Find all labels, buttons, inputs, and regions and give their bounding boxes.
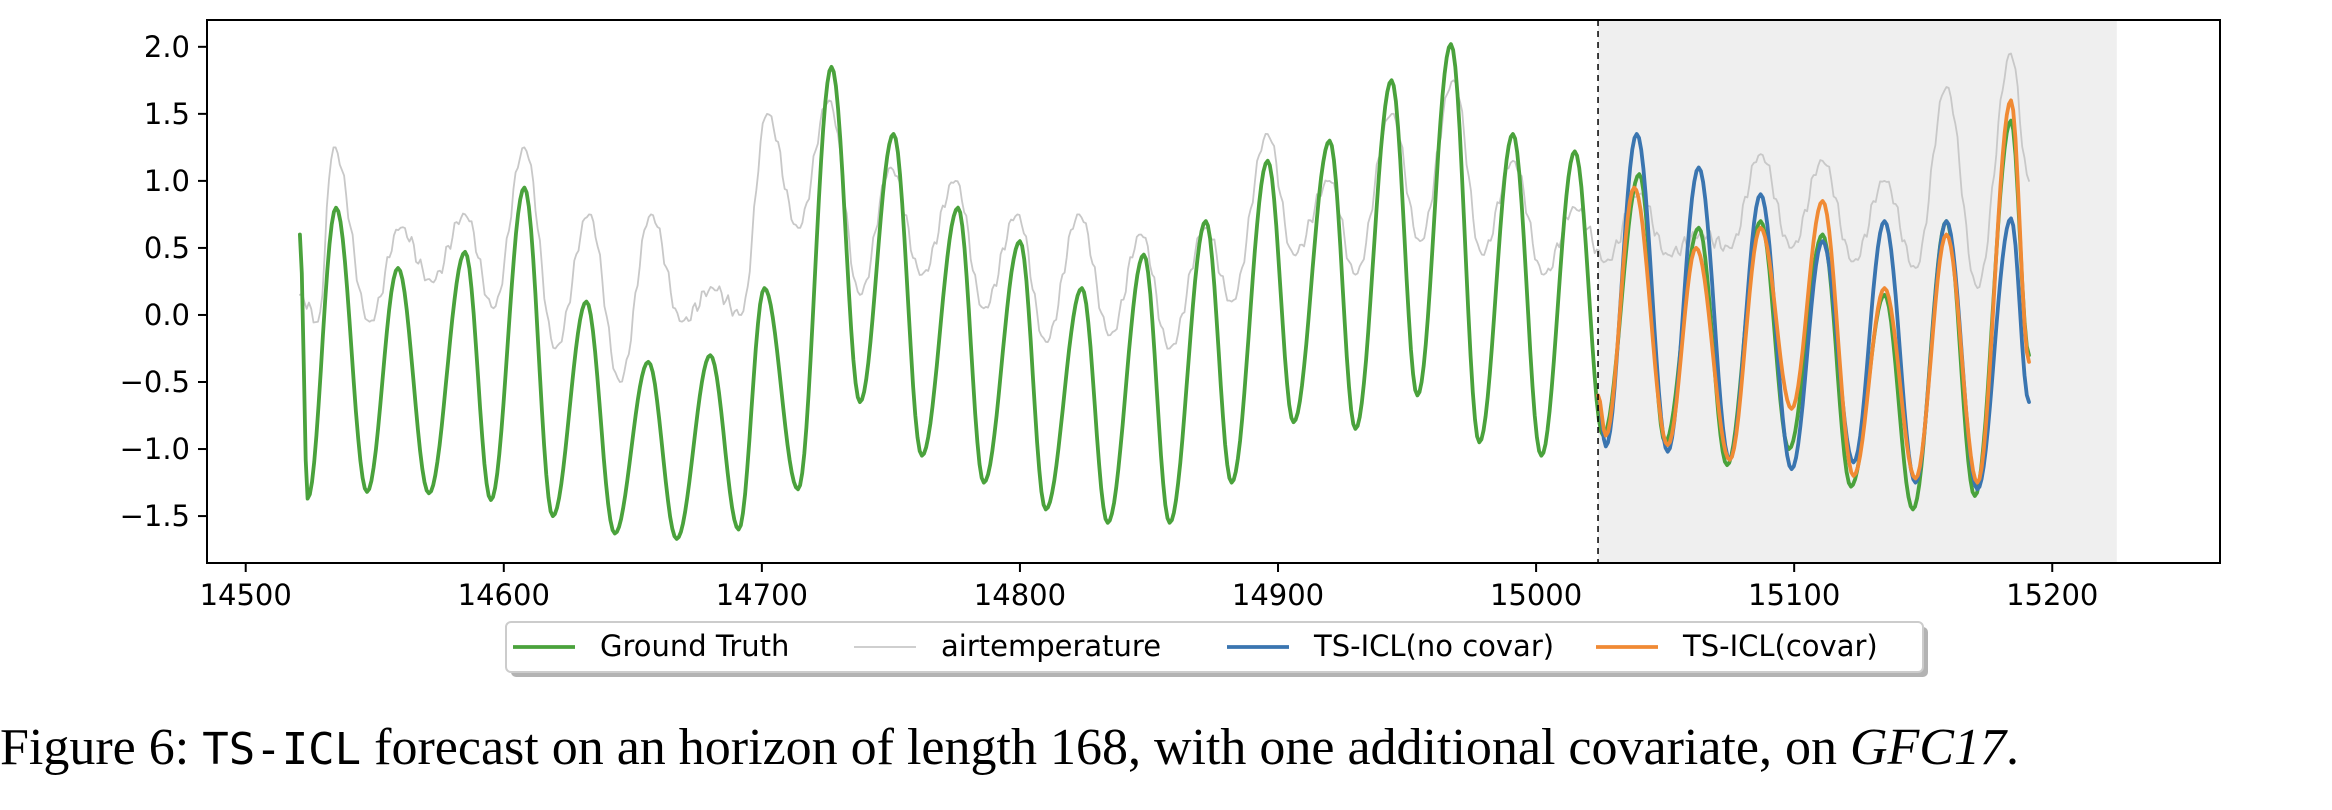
legend-label: TS-ICL(covar) bbox=[1682, 629, 1878, 663]
y-axis: −1.5 −1.0 −0.5 0.0 0.5 1.0 1.5 2.0 bbox=[120, 30, 207, 533]
legend: Ground Truth airtemperature TS-ICL(no cova… bbox=[505, 621, 1928, 677]
series-layer bbox=[298, 42, 2031, 541]
x-axis: 14500 14600 14700 14800 14900 15000 15100 15200 bbox=[200, 563, 2098, 612]
y-tick-label: 1.5 bbox=[144, 97, 190, 131]
x-tick-label: 15000 bbox=[1490, 578, 1582, 612]
caption-dataset: GFC17 bbox=[1849, 719, 2006, 776]
y-tick-label: 0.5 bbox=[144, 231, 190, 265]
series-line-airtemperature bbox=[299, 52, 2030, 383]
x-tick-label: 15100 bbox=[1748, 578, 1840, 612]
caption-suffix: . bbox=[2005, 719, 2019, 776]
y-tick-label: 2.0 bbox=[144, 30, 190, 64]
caption-prefix: Figure 6: bbox=[0, 719, 203, 776]
x-tick-label: 14500 bbox=[200, 578, 292, 612]
y-tick-label: −0.5 bbox=[120, 365, 190, 399]
x-tick-label: 14800 bbox=[974, 578, 1066, 612]
legend-label: Ground Truth bbox=[600, 629, 789, 663]
y-tick-label: −1.5 bbox=[120, 499, 190, 533]
x-tick-label: 14600 bbox=[458, 578, 550, 612]
legend-box bbox=[505, 621, 1924, 673]
x-tick-label: 15200 bbox=[2006, 578, 2098, 612]
plot-frame bbox=[206, 19, 2221, 564]
y-tick-label: 1.0 bbox=[144, 164, 190, 198]
forecast-chart: 14500 14600 14700 14800 14900 15000 15100 15200… bbox=[120, 19, 2221, 677]
legend-label: airtemperature bbox=[941, 629, 1161, 663]
x-tick-label: 14900 bbox=[1232, 578, 1324, 612]
caption-text: forecast on an horizon of length 168, wi… bbox=[361, 719, 1850, 776]
legend-label: TS-ICL(no covar) bbox=[1313, 629, 1554, 663]
x-tick-label: 14700 bbox=[716, 578, 808, 612]
caption-method-code: TS-ICL bbox=[202, 724, 362, 775]
series-line-ts-icl-covar bbox=[1596, 98, 2031, 485]
y-tick-label: 0.0 bbox=[144, 298, 190, 332]
forecast-shaded-region bbox=[1598, 20, 2117, 563]
y-tick-label: −1.0 bbox=[120, 432, 190, 466]
figure-caption: Figure 6: TS-ICL forecast on an horizon … bbox=[0, 722, 2332, 774]
